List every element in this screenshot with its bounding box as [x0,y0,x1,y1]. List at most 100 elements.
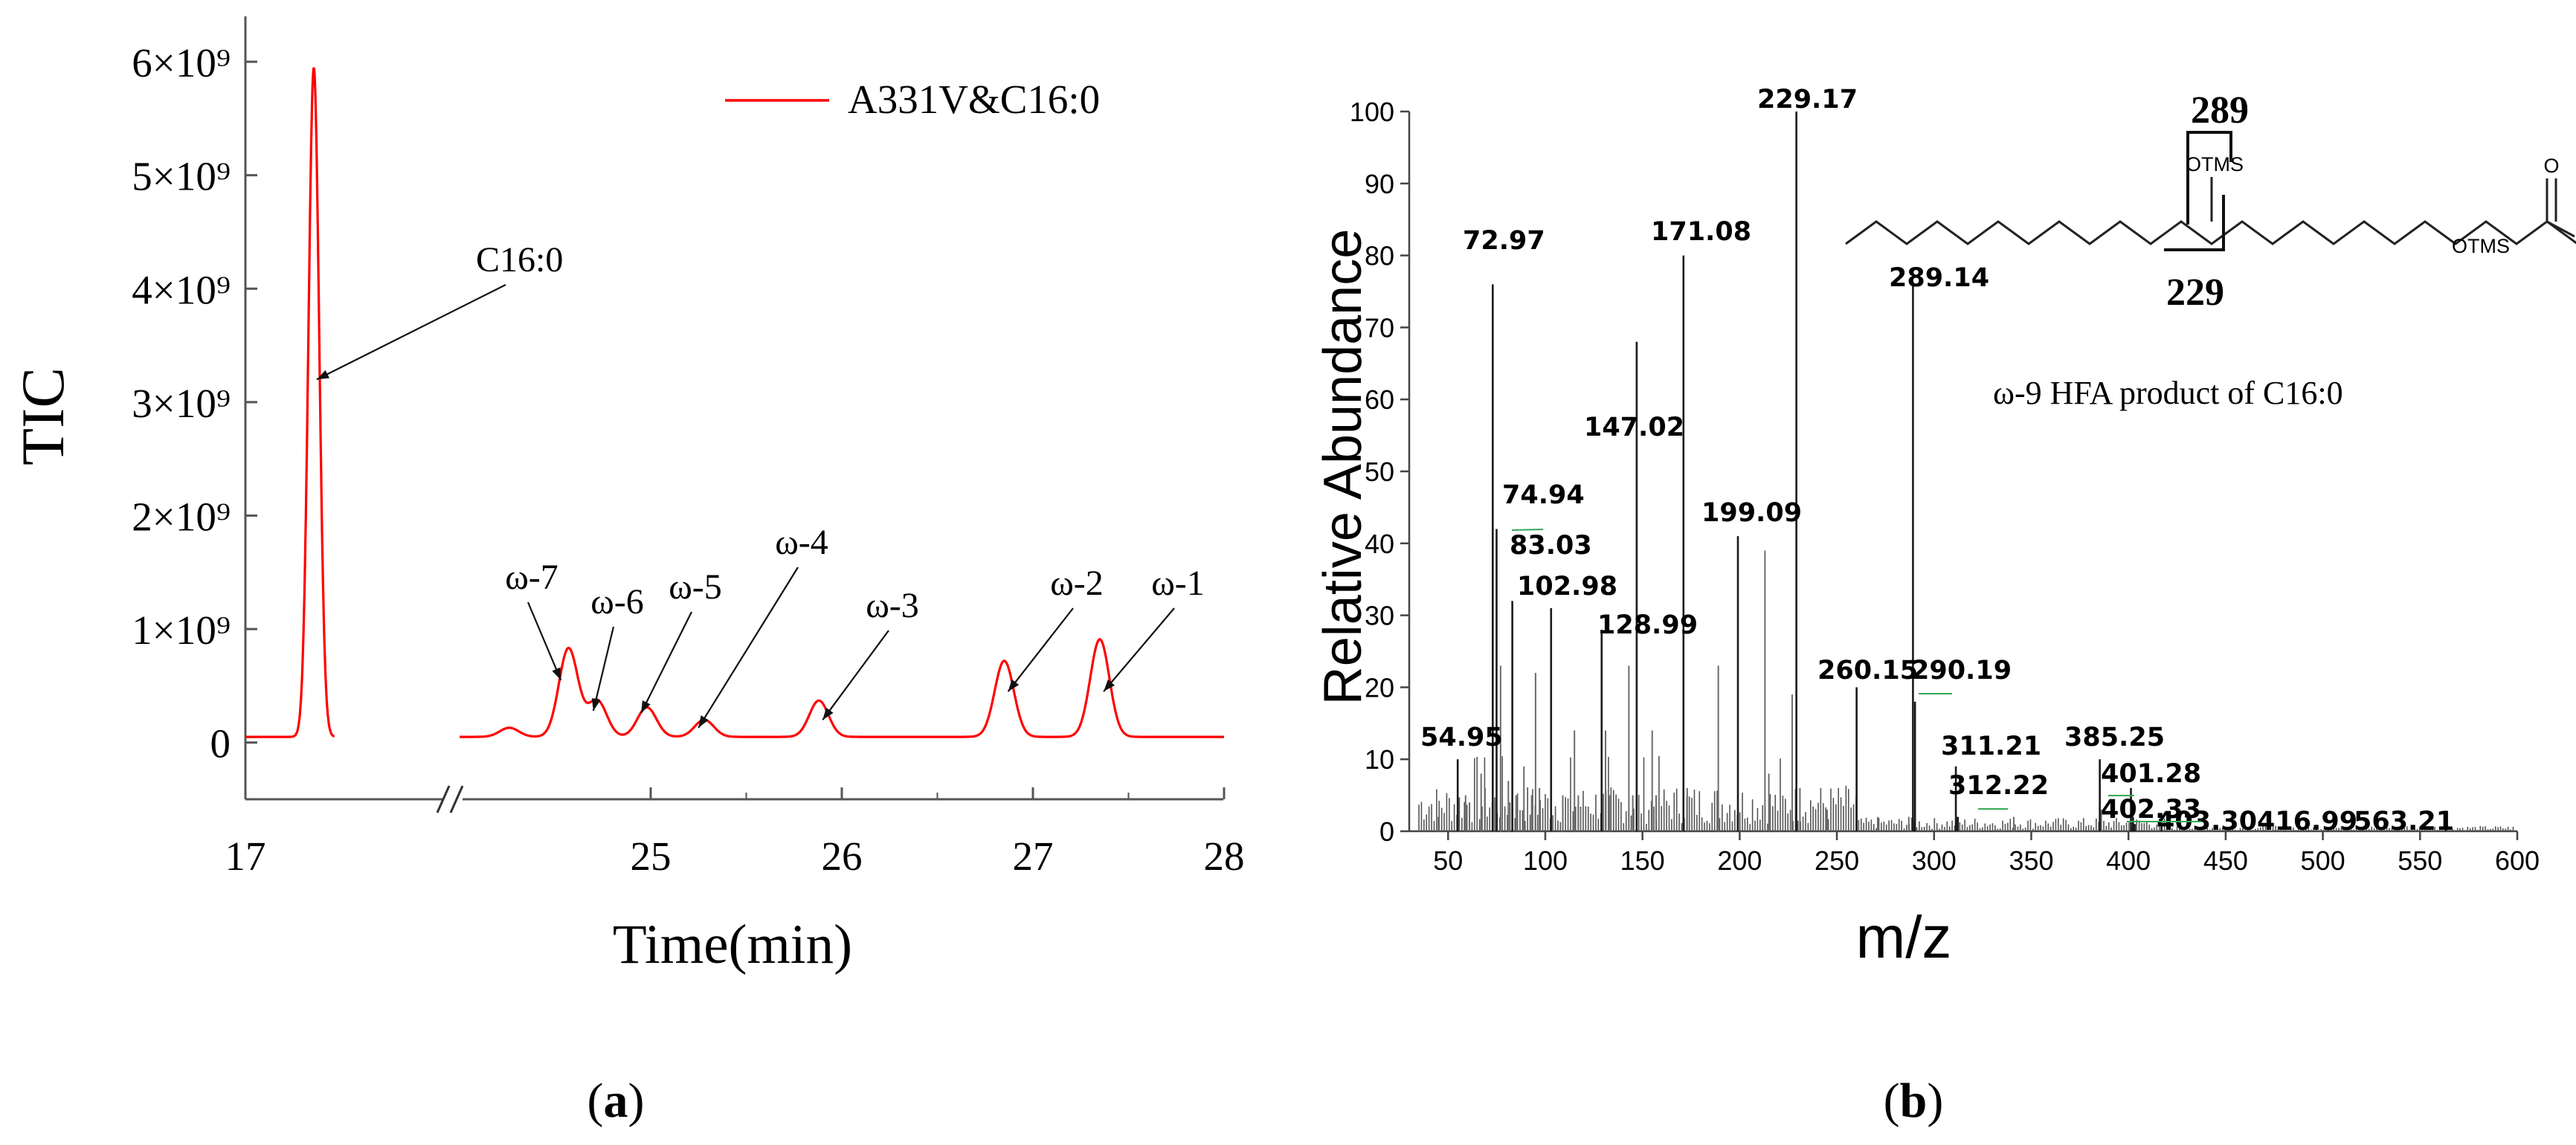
chromatogram-ticks: 0 1×10⁹ 2×10⁹ 3×10⁹ 4×10⁹ 5×10⁹ 6×10⁹ 17 25 26 27 2… [132,40,1244,879]
x-axis-title: Time(min) [613,914,852,975]
mass-spectrum-panel: 0 10 20 30 40 50 60 70 80 90 100 50 100 150 200 250 300 3… [1313,85,2576,1128]
panel-label-a: (a) [587,1074,645,1128]
structure-caption: ω-9 HFA product of C16:0 [1993,375,2343,411]
peak-label: 290.19 [1911,656,2012,686]
annotation-arrowhead [698,715,709,728]
chromatogram-panel: 0 1×10⁹ 2×10⁹ 3×10⁹ 4×10⁹ 5×10⁹ 6×10⁹ 17 25 26 27 2… [9,16,1245,1128]
peak-annotation-label: ω-3 [866,586,919,625]
peak-label: 402.33 [2101,795,2201,825]
fragment-289-label: 289 [2191,89,2249,132]
y-tick-label: 6×10⁹ [132,40,231,86]
x-tick-label: 550 [2398,845,2442,876]
peak-label: 260.15 [1817,656,1918,686]
x-tick-label: 17 [225,833,266,879]
label-leader [1511,529,1544,531]
x-axis-title: m/z [1856,904,1952,970]
ester-bond [2546,220,2575,238]
annotation-arrowhead [1104,679,1115,692]
axis-break-gap [443,783,463,816]
annotation-arrow-line [698,567,799,729]
peak-annotation-label: ω-1 [1151,564,1205,603]
y-tick-label: 80 [1365,241,1394,271]
y-axis-title: Relative Abundance [1313,229,1373,705]
x-tick-label: 250 [1815,845,1859,876]
cleavage-bracket-229 [2164,195,2225,251]
peak-annotations: C16:0 ω-7 ω-6 ω-5 ω-4 ω-3 ω-2 ω-1 [316,240,1205,729]
annotation-arrow-line [316,284,506,381]
y-tick-label: 10 [1365,744,1394,775]
x-tick-label: 26 [822,833,863,879]
x-tick-label: 27 [1013,833,1054,879]
peak-annotation-label: C16:0 [476,240,563,280]
peak-label: 385.25 [2064,723,2165,752]
fragment-229-label: 229 [2166,271,2224,314]
peak-label: 312.22 [1948,771,2049,801]
peak-label: 147.02 [1584,413,1684,442]
y-tick-label: 20 [1365,672,1394,703]
annotation-arrowhead [591,698,601,711]
peak-annotation-label: ω-2 [1050,564,1104,603]
x-tick-label: 200 [1717,845,1762,876]
annotation-arrowhead [317,370,329,380]
y-tick-label: 2×10⁹ [132,494,231,539]
y-tick-label: 0 [210,721,231,767]
x-tick-label: 100 [1523,845,1568,876]
y-tick-label: 30 [1365,601,1394,631]
otms-label-hydroxyl: OTMS [2186,153,2244,175]
y-axis-title: TIC [9,367,77,465]
x-tick-label: 25 [631,833,672,879]
peak-label: 74.94 [1502,480,1585,510]
x-tick-label: 450 [2203,845,2248,876]
peak-label: 102.98 [1517,572,1617,601]
y-tick-label: 3×10⁹ [132,381,231,426]
annotation-arrowhead [641,700,651,714]
chromatogram-trace-segment-1 [245,67,335,738]
peak-annotation-label: ω-5 [669,567,722,607]
peak-label: 289.14 [1889,263,1989,293]
y-tick-label: 5×10⁹ [132,154,231,199]
y-tick-label: 1×10⁹ [132,607,231,653]
chromatogram-trace-segment-2 [460,638,1224,738]
y-tick-label: 100 [1350,97,1394,127]
spectrum-peak-labels: 54.95 72.97 74.94 83.03 102.98 128.99 147.02 17… [1420,85,2454,836]
carbon-chain [1845,220,2576,245]
oxygen-label: O [2543,155,2559,177]
spectrum-ticks: 0 10 20 30 40 50 60 70 80 90 100 50 100 150 200 250 300 3… [1350,97,2540,876]
peak-label: 311.21 [1941,732,2041,761]
x-tick-label: 350 [2009,845,2053,876]
peak-label: 128.99 [1597,610,1698,640]
y-tick-label: 70 [1365,312,1394,343]
peak-label: 171.08 [1651,217,1751,247]
spectrum-peaks [1437,112,2447,831]
annotation-arrowhead [1008,679,1020,692]
peak-annotation-label: ω-6 [590,582,644,622]
peak-label: 563.21 [2354,807,2454,836]
peak-label: 83.03 [1510,531,1592,561]
peak-label: 54.95 [1420,723,1503,752]
peak-label: 416.99 [2257,807,2357,836]
peak-label: 199.09 [1701,498,1802,528]
x-tick-label: 600 [2495,845,2540,876]
annotation-arrow-line [640,611,692,714]
peak-annotation-label: ω-4 [775,523,828,562]
axis-break-slash [449,785,464,813]
peak-annotation-label: ω-7 [505,558,558,597]
axis-break-slash [436,785,451,813]
x-tick-label: 300 [1912,845,1957,876]
peak-label: 72.97 [1463,226,1545,256]
x-tick-label: 500 [2301,845,2345,876]
y-tick-label: 0 [1379,816,1394,847]
x-tick-label: 150 [1620,845,1665,876]
x-tick-label: 50 [1433,845,1463,876]
y-tick-label: 90 [1365,169,1394,199]
annotation-arrow-line [822,630,889,720]
peak-label: 229.17 [1757,85,1858,115]
annotation-arrow-line [1103,607,1175,692]
chromatogram-axes [244,16,1223,801]
peak-label: 401.28 [2101,759,2201,789]
chemical-structure: OTMS O OTMS 289 229 [1845,89,2576,314]
x-tick-label: 400 [2106,845,2151,876]
x-tick-label: 28 [1204,833,1245,879]
axis-break-marker [436,783,464,816]
